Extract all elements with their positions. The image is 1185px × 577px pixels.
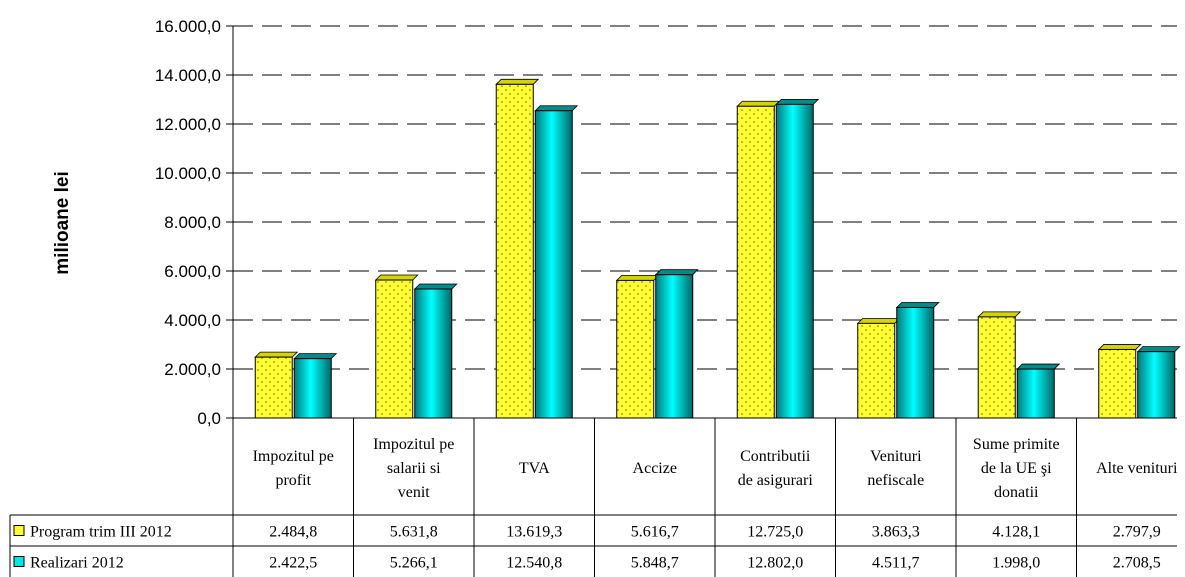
data-label: 5.631,8 <box>390 524 438 541</box>
bar-top <box>1136 346 1181 353</box>
y-tick-label: 8.000,0 <box>164 213 221 232</box>
bar-program <box>736 105 775 419</box>
legend-swatch <box>13 525 25 536</box>
bars <box>254 78 1181 419</box>
bar-top <box>1097 344 1142 350</box>
bar-program <box>254 356 293 419</box>
bar-realizari <box>896 306 935 419</box>
y-tick-label: 16.000,0 <box>155 17 221 36</box>
bar-realizari <box>1137 351 1176 419</box>
bar-top <box>534 105 579 112</box>
category-label: profit <box>275 472 311 489</box>
category-label: de asigurari <box>738 472 814 489</box>
bar-program <box>375 279 414 419</box>
bar-top <box>1016 363 1061 370</box>
data-label: 12.725,0 <box>747 524 803 541</box>
bar-program <box>977 316 1016 419</box>
axes: 0,0 2.000,0 4.000,0 6.000,0 8.000,0 10.000,0 1… <box>155 17 1177 428</box>
category-label: salarii si <box>387 460 441 477</box>
bar-top <box>736 100 781 107</box>
category-label: Impozitul pe <box>373 436 454 453</box>
data-label: 2.484,8 <box>269 524 317 541</box>
bar-program <box>495 83 534 419</box>
category-label: Alte venituri <box>1096 460 1178 477</box>
y-tick-label: 2.000,0 <box>164 360 221 379</box>
category-label: TVA <box>519 460 550 477</box>
bar-top <box>654 269 699 276</box>
category-label: Contributii <box>740 448 811 465</box>
data-label: 5.266,1 <box>390 555 438 572</box>
data-label: 4.128,1 <box>992 524 1040 541</box>
data-label: 4.511,7 <box>872 555 919 572</box>
bar-program <box>857 322 896 419</box>
bar-top <box>254 351 299 358</box>
data-table: Impozitul pe profit Impozitul pe salarii si… <box>9 418 1178 577</box>
y-tick-label: 12.000,0 <box>155 115 221 134</box>
y-tick-label: 0,0 <box>197 409 221 428</box>
bar-top <box>495 78 540 85</box>
data-label: 2.422,5 <box>269 555 317 572</box>
y-tick-label: 6.000,0 <box>164 262 221 281</box>
bar-realizari <box>293 358 332 419</box>
legend-series-name: Realizari 2012 <box>30 555 124 572</box>
bar-top <box>293 353 338 360</box>
y-tick-label: 14.000,0 <box>155 66 221 85</box>
category-label: Impozitul pe <box>253 448 334 465</box>
bar-top <box>895 302 940 308</box>
category-label: donatii <box>994 484 1039 501</box>
bar-program <box>616 279 655 419</box>
bar-realizari <box>655 274 694 419</box>
category-label: Venituri <box>870 448 922 465</box>
data-label: 12.802,0 <box>747 555 803 572</box>
category-label: Accize <box>633 460 677 477</box>
data-label: 12.540,8 <box>506 555 562 572</box>
category-label: venit <box>398 484 431 501</box>
bar-realizari <box>534 110 573 419</box>
category-label: de la UE şi <box>981 460 1052 477</box>
data-label: 2.708,5 <box>1113 555 1161 572</box>
legend-swatch <box>13 556 25 567</box>
y-tick-label: 10.000,0 <box>155 164 221 183</box>
bar-top <box>413 283 458 290</box>
category-label: nefiscale <box>867 472 924 489</box>
legend-series-name: Program trim III 2012 <box>30 524 172 541</box>
data-label: 3.863,3 <box>872 524 920 541</box>
bar-realizari <box>775 103 814 419</box>
y-axis-label: milioane lei <box>52 171 73 274</box>
data-label: 5.848,7 <box>631 555 679 572</box>
bar-realizari <box>1016 368 1055 419</box>
data-label: 13.619,3 <box>506 524 562 541</box>
data-label: 1.998,0 <box>992 555 1040 572</box>
grid-lines <box>233 25 1177 370</box>
bar-realizari <box>414 288 453 419</box>
data-label: 5.616,7 <box>631 524 679 541</box>
bar-top <box>775 98 820 105</box>
bar-top <box>615 274 660 281</box>
category-label: Sume primite <box>973 436 1060 453</box>
bar-program <box>1098 348 1137 419</box>
data-label: 2.797,9 <box>1113 524 1161 541</box>
bar-top <box>856 317 901 324</box>
y-tick-label: 4.000,0 <box>164 311 221 330</box>
bar-top <box>374 274 419 281</box>
bar-top <box>977 311 1022 318</box>
